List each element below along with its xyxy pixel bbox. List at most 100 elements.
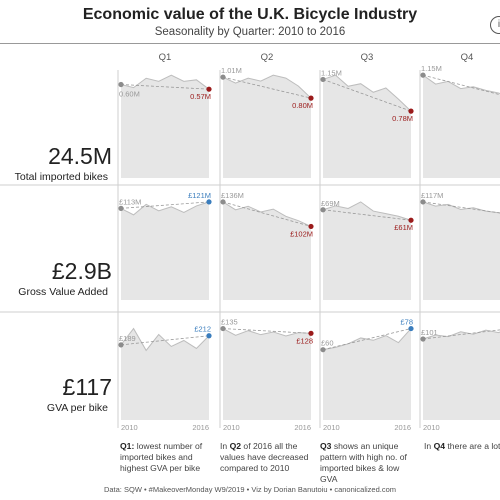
note-q4-pre: In (424, 441, 434, 451)
x-tick-start: 2010 (423, 423, 440, 432)
panel-q1-row0: 0.60M 0.57M (118, 74, 212, 178)
end-label: £121M (188, 191, 211, 200)
start-label: £117M (421, 191, 443, 200)
note-q1-bold: Q1: (120, 441, 135, 451)
series-line (422, 74, 500, 95)
start-point (118, 205, 124, 211)
start-point (220, 199, 226, 205)
series-line (422, 201, 500, 214)
header-divider (0, 43, 500, 44)
start-point (420, 199, 426, 205)
note-q3-text: shows an unique pattern with high no. of… (320, 441, 407, 484)
panel-q1-row2: £189 £212 (118, 325, 212, 420)
x-tick-end: 2016 (394, 423, 411, 432)
end-label: £78 (400, 318, 413, 327)
metric-value-gva-per-bike: £117 (62, 374, 112, 400)
footer-credits: Data: SQW • #MakeoverMonday W9/2019 • Vi… (103, 485, 397, 494)
series-area (121, 201, 209, 300)
panel-q3-row2: £60 £78 (320, 318, 414, 420)
note-q1-text: lowest number of imported bikes and high… (120, 441, 203, 473)
end-label: £128 (296, 336, 313, 345)
series-line (322, 201, 412, 221)
x-tick-start: 2010 (121, 423, 138, 432)
start-point (320, 76, 326, 83)
column-header-q4: Q4 (461, 52, 474, 63)
end-point (408, 325, 414, 332)
note-q2-pre: In (220, 441, 230, 451)
note-q4-text: there are a lot of imported bikes with G… (447, 441, 500, 451)
start-point (118, 342, 124, 348)
x-tick-start: 2010 (323, 423, 340, 432)
panel-q4-row2: £101 (420, 328, 500, 420)
series-area (323, 328, 411, 420)
trend-line (422, 74, 500, 96)
trend-line (222, 201, 312, 227)
metric-value-imported: 24.5M (48, 143, 112, 169)
note-q4: In Q4 there are a lot of imported bikes … (424, 441, 500, 452)
note-q1: Q1: lowest number of imported bikes and … (120, 441, 215, 474)
start-point (118, 81, 124, 88)
start-label: £189 (119, 334, 136, 343)
note-q2: In Q2 of 2016 all the values have decrea… (220, 441, 315, 474)
column-header-q2: Q2 (261, 52, 274, 63)
panel-q1-row1: £113M £121M (118, 191, 212, 300)
panel-q4-row1: £117M (420, 191, 500, 300)
end-label: £102M (290, 229, 313, 238)
metric-label-imported: Total imported bikes (14, 171, 108, 183)
start-point (420, 72, 426, 78)
series-area (423, 330, 500, 420)
start-label: 1.15M (321, 68, 342, 77)
start-label: 1.15M (421, 64, 442, 73)
panel-q3-row1: £69M £61M (320, 199, 414, 300)
series-line (120, 201, 210, 216)
end-label: 0.80M (292, 101, 313, 110)
x-tick-start: 2010 (223, 423, 240, 432)
series-area (223, 328, 311, 420)
series-line (222, 74, 312, 99)
note-q4-bold: Q4 (433, 441, 446, 451)
note-q2-bold: Q2 (229, 441, 242, 451)
series-line (422, 329, 500, 340)
end-point (308, 330, 314, 336)
series-line (222, 201, 312, 227)
series-line (222, 328, 312, 337)
start-label: 1.01M (221, 66, 242, 75)
panel-q3-row0: 1.15M 0.78M (320, 68, 414, 178)
series-area (223, 75, 311, 178)
start-point (220, 325, 226, 332)
series-area (323, 75, 411, 178)
note-q3-bold: Q3 (320, 441, 332, 451)
metric-label-gva: Gross Value Added (18, 286, 108, 298)
end-point (308, 223, 314, 230)
metric-label-gva-per-bike: GVA per bike (46, 402, 108, 414)
end-point (206, 333, 212, 339)
series-area (423, 75, 500, 178)
trend-line (222, 76, 312, 99)
start-label: £60 (321, 339, 334, 348)
trend-line (322, 328, 412, 351)
start-point (220, 74, 226, 80)
start-point (320, 347, 326, 353)
end-point (408, 217, 414, 223)
start-point (420, 336, 426, 342)
start-point (320, 207, 326, 213)
column-header-q3: Q3 (361, 52, 374, 63)
end-label: £61M (394, 223, 413, 232)
panel-q2-row2: £135 £128 (220, 318, 314, 420)
trend-line (322, 79, 412, 112)
start-label: £136M (221, 191, 244, 200)
series-area (121, 328, 209, 420)
start-label: £69M (321, 199, 340, 208)
metric-value-gva: £2.9B (51, 258, 112, 284)
start-label: 0.60M (119, 89, 140, 98)
series-area (423, 201, 500, 300)
note-q3: Q3 shows an unique pattern with high no.… (320, 441, 418, 485)
series-area (323, 201, 411, 300)
end-point (308, 95, 314, 101)
end-point (206, 199, 212, 205)
end-label: £212 (194, 325, 211, 334)
series-line (322, 74, 412, 112)
start-label: £135 (221, 318, 238, 327)
panel-q2-row1: £136M £102M (220, 191, 314, 300)
end-point (408, 108, 414, 114)
